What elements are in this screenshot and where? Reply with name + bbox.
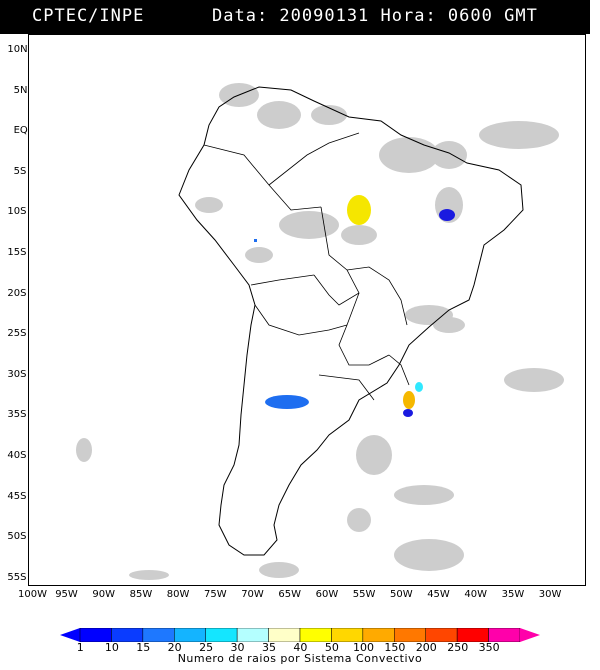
convective-cells (254, 195, 455, 417)
colorbar-tick-label: 15 (136, 641, 151, 654)
colorbar-tick-label: 25 (199, 641, 214, 654)
colorbar-tick-label: 350 (478, 641, 500, 654)
lat-label: 35S (7, 409, 27, 421)
lon-label: 60W (315, 589, 339, 600)
lat-label: 5N (13, 84, 28, 96)
continent-outline (178, 86, 524, 556)
colorbar-tick-label: 40 (293, 641, 308, 654)
colorbar (60, 628, 540, 642)
colorbar-tick-label: 250 (447, 641, 469, 654)
colorbar-segment (425, 628, 458, 642)
colorbar-tick-label: 30 (230, 641, 245, 654)
colorbar-tick-label: 100 (352, 641, 374, 654)
cell-gold-south (403, 391, 415, 409)
lon-label: 95W (55, 589, 78, 600)
lat-label: EQ (13, 125, 28, 137)
lon-label: 45W (427, 589, 450, 600)
colorbar-left-arrow (60, 628, 80, 642)
lon-label: 35W (501, 589, 525, 600)
lat-label: 10S (7, 206, 27, 218)
colorbar-segment (331, 628, 364, 642)
colorbar-tick-label: 35 (261, 641, 276, 654)
datetime-label: Data: 20090131 Hora: 0600 GMT (212, 6, 538, 26)
lat-label: 45S (7, 490, 27, 502)
lon-label: 80W (166, 589, 190, 600)
colorbar-tick-label: 150 (384, 641, 406, 654)
lat-label: 40S (7, 450, 27, 461)
colorbar-segment (79, 628, 112, 642)
colorbar-tick-label: 200 (415, 641, 437, 654)
lat-label: 10N (7, 44, 28, 55)
cell-dark-blue-northeast (439, 209, 455, 221)
colorbar-tick-label: 50 (324, 641, 339, 654)
lat-label: 55S (7, 571, 27, 583)
cell-dark-blue-south (403, 409, 413, 417)
cell-cyan-south (415, 382, 423, 392)
lon-label: 100W (18, 589, 47, 600)
colorbar-right-arrow (520, 628, 540, 642)
colorbar-segment (488, 628, 521, 642)
lat-label: 5S (13, 165, 27, 177)
colorbar-tick-label: 20 (167, 641, 182, 654)
colorbar-segment (394, 628, 426, 642)
lat-label: 50S (7, 531, 27, 543)
source-label: CPTEC/INPE (32, 6, 145, 26)
cell-small-andes (254, 239, 257, 242)
cell-blue-argentina (265, 395, 309, 409)
map-svg (76, 83, 564, 580)
colorbar-caption: Numero de raios por Sistema Convectivo (177, 652, 423, 665)
map-frame (28, 34, 586, 586)
colorbar-segment (174, 628, 206, 642)
cloud-cover (76, 83, 564, 580)
colorbar-segment (299, 628, 332, 642)
lon-label: 90W (92, 589, 116, 600)
lon-label: 70W (241, 589, 264, 600)
colorbar-segment (142, 628, 175, 642)
lon-label: 55W (352, 589, 376, 600)
lon-label: 50W (390, 589, 413, 600)
colorbar-segment (236, 628, 269, 642)
lat-label: 25S (7, 328, 27, 340)
lon-label: 75W (204, 589, 227, 600)
country-borders (203, 132, 410, 401)
lon-label: 85W (129, 589, 153, 600)
cell-yellow-amazon (347, 195, 371, 225)
colorbar-tick-label: 1 (76, 641, 84, 654)
colorbar-segment (456, 628, 489, 642)
lon-label: 65W (278, 589, 302, 600)
colorbar-segment (268, 628, 301, 642)
colorbar-tick-label: 10 (104, 641, 119, 654)
colorbar-segment (362, 628, 395, 642)
title-bar: CPTEC/INPE Data: 20090131 Hora: 0600 GMT (0, 0, 590, 34)
lon-label: 30W (538, 589, 562, 600)
lon-label: 40W (464, 589, 488, 600)
lat-label: 20S (7, 287, 27, 299)
lat-label: 15S (7, 247, 27, 258)
colorbar-segment (205, 628, 238, 642)
colorbar-segment (111, 628, 144, 642)
lat-label: 30S (7, 368, 27, 380)
